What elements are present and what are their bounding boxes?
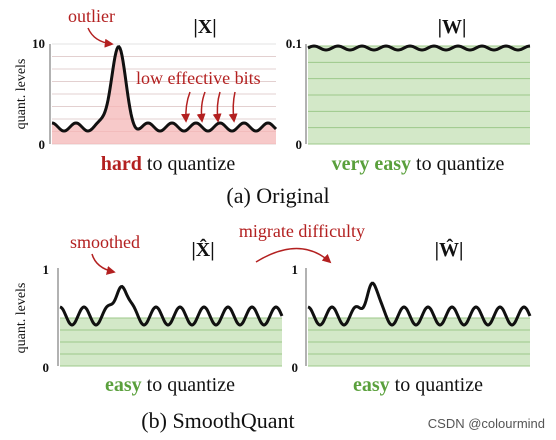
quant-level-background-green <box>308 45 530 145</box>
migrate-difficulty-note: migrate difficulty <box>239 221 365 241</box>
smoothed-arrow <box>91 253 116 275</box>
subcaption-rest: to quantize <box>411 153 504 175</box>
y-axis-label-bottom: quant. levels <box>14 283 29 354</box>
panel-title-x: |X| <box>193 16 216 38</box>
activation-curve-outlier <box>51 45 278 133</box>
panel-smoothed-activation: 1 0 |X̂| smoothed easy to quantize <box>43 232 284 396</box>
subcaption-rest: to quantize <box>142 153 235 175</box>
y-tick-bottom: 0 <box>39 137 46 152</box>
quant-area-fill <box>52 46 276 144</box>
subcaption-very-easy: very easy to quantize <box>332 153 505 175</box>
y-tick-bottom: 0 <box>43 360 50 375</box>
subcaption-rest: to quantize <box>142 374 235 396</box>
subcaption-hard: hard to quantize <box>101 153 236 175</box>
subcaption-strong: very easy <box>332 153 411 175</box>
subcaption-easy-left: easy to quantize <box>105 374 235 396</box>
subcaption-rest: to quantize <box>390 374 483 396</box>
caption-original: (a) Original <box>226 183 329 208</box>
subcaption-strong: easy <box>105 374 142 396</box>
watermark: CSDN @colourmind <box>428 416 545 431</box>
panel-original-weight: 0.1 0 |W| very easy to quantize <box>286 16 531 175</box>
caption-smoothquant: (b) SmoothQuant <box>141 408 294 433</box>
y-tick-top: 0.1 <box>286 36 302 51</box>
panel-title-w-hat: |Ŵ| <box>435 237 464 261</box>
smoothed-note: smoothed <box>70 232 140 252</box>
migrate-arrow <box>255 247 332 264</box>
y-tick-bottom: 0 <box>292 360 299 375</box>
y-tick-top: 1 <box>292 262 299 277</box>
outlier-note: outlier <box>68 6 115 26</box>
quant-level-background-red <box>52 43 276 145</box>
y-tick-top: 1 <box>43 262 50 277</box>
y-tick-bottom: 0 <box>296 137 303 152</box>
activation-curve-smoothed <box>59 284 284 327</box>
subcaption-strong: hard <box>101 153 142 175</box>
y-axis-label-top: quant. levels <box>14 59 29 130</box>
panel-title-w: |W| <box>438 16 467 38</box>
low-bits-arrow-1 <box>181 91 191 123</box>
panel-original-activation: 10 0 |X| outlier low effective bits hard… <box>32 6 278 175</box>
subcaption-easy-right: easy to quantize <box>353 374 483 396</box>
outlier-arrow <box>87 27 114 48</box>
low-bits-arrow-3 <box>212 91 222 123</box>
weight-curve-scaled <box>307 281 532 327</box>
panel-smoothed-weight: 1 0 |Ŵ| easy to quantize <box>292 237 532 396</box>
quant-level-background-green <box>60 317 282 367</box>
quant-level-background-green <box>308 317 530 367</box>
y-tick-top: 10 <box>32 36 45 51</box>
subcaption-strong: easy <box>353 374 390 396</box>
weight-curve-flat <box>307 44 531 52</box>
low-bits-arrow-4 <box>228 91 238 123</box>
low-bits-note: low effective bits <box>136 68 261 88</box>
panel-title-x-hat: |X̂| <box>191 237 214 261</box>
low-bits-arrow-2 <box>196 91 206 123</box>
